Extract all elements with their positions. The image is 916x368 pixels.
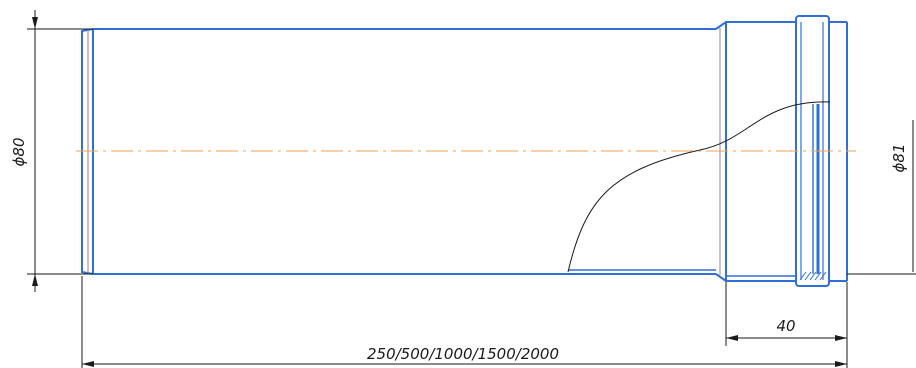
seal-hatching xyxy=(799,271,827,281)
socket-length-label: 40 xyxy=(776,317,795,335)
left-diameter-dimension xyxy=(27,10,93,292)
diameter-right-label: ϕ81 xyxy=(890,144,908,173)
total-length-label: 250/500/1000/1500/2000 xyxy=(367,345,559,363)
break-line xyxy=(567,101,831,273)
total-length-dimension xyxy=(81,276,847,368)
right-diameter-dimension xyxy=(847,120,916,275)
socket-length-dimension xyxy=(725,282,848,368)
diameter-left-label: ϕ80 xyxy=(10,138,28,167)
